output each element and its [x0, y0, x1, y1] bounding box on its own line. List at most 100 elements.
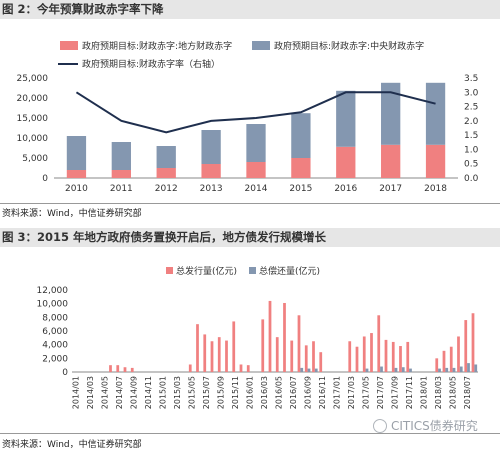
x-tick-label: 2015/03	[173, 376, 182, 409]
y-left-tick-label: 20,000	[17, 94, 49, 104]
y-right-tick-label: 2.5	[464, 103, 478, 113]
bar-issuance	[188, 364, 192, 372]
y-tick-label: 0	[62, 368, 68, 378]
bar-issuance	[275, 337, 279, 372]
bar-issuance	[449, 346, 453, 372]
bar-issuance	[348, 341, 352, 372]
bar-repayment	[314, 368, 318, 372]
bar-issuance	[109, 365, 112, 372]
x-tick-label: 2016/07	[289, 376, 298, 409]
x-tick-label: 2018/03	[434, 376, 443, 409]
bar-local-deficit	[201, 164, 221, 178]
bar-issuance	[246, 365, 250, 372]
figure-2-title: 图 3：2015 年地方政府债务置换开启后，地方债发行规模增长	[0, 228, 500, 247]
y-left-tick-label: 5,000	[22, 154, 48, 164]
x-tick-label: 2017/03	[347, 376, 356, 409]
bar-repayment	[467, 363, 470, 372]
bar-issuance	[355, 346, 359, 372]
legend-swatch-repayment	[249, 267, 256, 274]
legend-label-central: 政府预期目标:财政赤字:中央财政赤字	[274, 42, 425, 52]
x-tick-label: 2016/03	[260, 376, 269, 409]
bar-repayment	[307, 368, 311, 372]
x-tick-label: 2014	[245, 184, 268, 194]
x-tick-label: 2015/01	[159, 376, 168, 409]
bar-local-deficit	[425, 144, 446, 178]
bar-central-deficit	[156, 146, 176, 168]
figure-2-source: 资料来源：Wind，中信证券研究部	[2, 440, 142, 450]
bar-issuance	[217, 337, 221, 372]
x-tick-label: 2016/11	[318, 376, 327, 409]
y-right-tick-label: 2.0	[464, 117, 479, 127]
x-tick-label: 2018	[424, 184, 447, 194]
x-tick-label: 2016/05	[275, 376, 284, 409]
x-tick-label: 2017/09	[391, 376, 400, 409]
legend-item-central-deficit: 政府预期目标:财政赤字:中央财政赤字	[252, 39, 424, 52]
figure-1-source: 资料来源：Wind，中信证券研究部	[2, 209, 142, 219]
bar-issuance	[225, 340, 228, 372]
legend-swatch-local	[60, 41, 78, 50]
watermark: CITICS债券研究	[373, 417, 478, 434]
y-right-tick-label: 1.5	[464, 131, 478, 141]
bar-issuance	[384, 339, 388, 372]
legend-item-repayment: 总偿还量(亿元)	[249, 264, 320, 277]
bar-repayment	[445, 367, 449, 372]
legend-label-issuance: 总发行量(亿元)	[176, 267, 238, 277]
bar-issuance	[123, 367, 127, 372]
bar-repayment	[438, 368, 441, 372]
legend-item-issuance: 总发行量(亿元)	[166, 264, 237, 277]
bar-local-deficit	[381, 144, 401, 178]
y-tick-label: 2,000	[42, 354, 68, 364]
y-left-tick-label: 10,000	[17, 134, 49, 144]
legend-item-deficit-rate: 政府预期目标:财政赤字率（右轴）	[58, 57, 220, 70]
bar-issuance	[210, 341, 214, 372]
x-tick-label: 2012	[155, 184, 178, 194]
bar-issuance	[442, 350, 446, 372]
bar-issuance	[116, 365, 120, 372]
x-tick-label: 2014/03	[86, 376, 95, 409]
x-tick-label: 2017/01	[333, 376, 342, 409]
bar-issuance	[457, 336, 460, 372]
figure-1-title: 图 2：今年预算财政赤字率下降	[0, 0, 500, 19]
y-left-tick-label: 0	[42, 174, 48, 184]
bar-repayment	[365, 368, 369, 372]
legend-swatch-rate	[58, 62, 78, 65]
bar-issuance	[130, 367, 134, 372]
source-divider-1	[0, 203, 500, 204]
bar-issuance	[312, 341, 315, 372]
bar-local-deficit	[66, 170, 87, 178]
x-tick-label: 2018/07	[463, 376, 472, 409]
bar-issuance	[464, 320, 468, 372]
bar-issuance	[471, 313, 475, 372]
bar-local-deficit	[291, 158, 311, 178]
bar-central-deficit	[381, 82, 401, 145]
x-tick-label: 2014/09	[130, 376, 139, 409]
y-right-tick-label: 1.0	[464, 145, 479, 155]
bar-central-deficit	[111, 142, 131, 170]
legend-item-local-deficit: 政府预期目标:财政赤字:地方财政赤字	[60, 39, 232, 52]
bar-issuance	[377, 315, 381, 372]
bar-local-deficit	[111, 170, 131, 178]
bar-repayment	[409, 368, 412, 372]
bar-central-deficit	[425, 82, 446, 145]
x-tick-label: 2018/01	[420, 376, 429, 409]
x-tick-label: 2016/09	[304, 376, 313, 409]
y-tick-label: 8,000	[42, 313, 68, 323]
bar-issuance	[268, 300, 272, 372]
wechat-logo-icon	[373, 418, 387, 433]
bar-repayment	[459, 366, 463, 372]
x-tick-label: 2017/11	[405, 376, 414, 409]
bar-central-deficit	[336, 90, 356, 147]
bar-issuance	[406, 341, 410, 372]
deficit-chart: 0 5,000 10,000 15,000 20,000 25,000 0.0 0.5 1.0 1…	[17, 74, 479, 194]
bar-repayment	[380, 366, 383, 372]
bar-issuance	[319, 352, 323, 372]
x-tick-label: 2013	[200, 184, 223, 194]
x-tick-label: 2015/07	[202, 376, 211, 409]
x-tick-label: 2015/09	[217, 376, 226, 409]
legend-label-rate: 政府预期目标:财政赤字率（右轴）	[82, 60, 221, 70]
bar-central-deficit	[246, 124, 266, 162]
legend-label-local: 政府预期目标:财政赤字:地方财政赤字	[82, 42, 233, 52]
bar-issuance	[232, 321, 236, 372]
bar-central-deficit	[291, 113, 311, 158]
x-tick-label: 2017/05	[362, 376, 371, 409]
